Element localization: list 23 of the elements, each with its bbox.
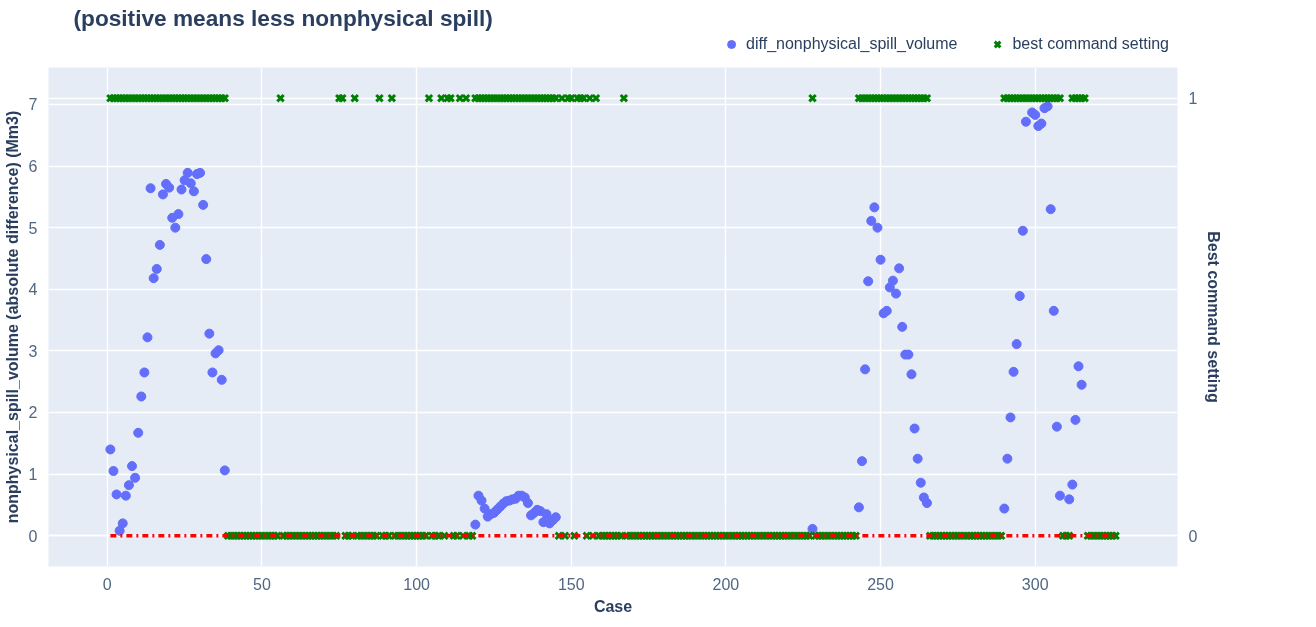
legend-label: best command setting xyxy=(1012,35,1169,53)
y-tick-label: 1 xyxy=(28,466,38,484)
x-tick-label: 150 xyxy=(557,575,585,593)
y-tick-label: 3 xyxy=(28,342,38,360)
y-tick-label: 4 xyxy=(28,281,38,299)
x-tick-label: 200 xyxy=(712,575,740,593)
x-axis-title: Case xyxy=(593,597,633,615)
y-tick-label: 6 xyxy=(28,158,38,176)
y-tick-label: 5 xyxy=(28,219,38,237)
y2-axis-title: Best command setting xyxy=(1205,231,1223,403)
x-tick-label: 0 xyxy=(102,575,112,593)
y-tick-label: 7 xyxy=(28,96,38,114)
y-axis-title: nonphysical_spill_volume (absolute difference) (Mm3) xyxy=(3,110,21,524)
y2-tick-label: 0 xyxy=(1188,527,1198,545)
x-tick-label: 100 xyxy=(403,575,431,593)
x-tick-label: 250 xyxy=(867,575,895,593)
y2-tick-label: 1 xyxy=(1188,90,1198,108)
chart-title: (positive means less nonphysical spill) xyxy=(73,4,493,31)
x-tick-label: 300 xyxy=(1021,575,1049,593)
legend-label: diff_nonphysical_spill_volume xyxy=(746,35,958,53)
y-tick-label: 0 xyxy=(28,527,38,545)
x-tick-label: 50 xyxy=(253,575,271,593)
y-tick-label: 2 xyxy=(28,404,38,422)
